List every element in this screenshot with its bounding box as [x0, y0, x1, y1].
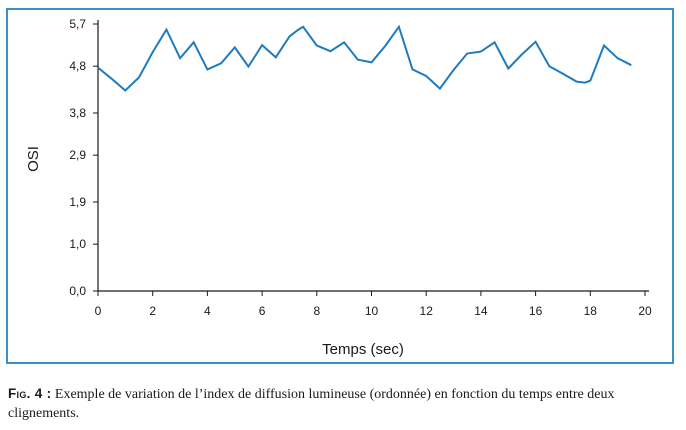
y-tick-label: 2,9 — [69, 148, 86, 162]
caption-text: Exemple de variation de l’index de diffu… — [8, 387, 615, 421]
caption-label: Fig. 4 : — [8, 386, 52, 401]
x-tick-label: 8 — [313, 304, 320, 318]
x-tick-label: 16 — [529, 304, 543, 318]
x-tick-label: 10 — [365, 304, 379, 318]
y-axis-title: OSI — [25, 146, 42, 172]
y-tick-label: 1,0 — [69, 237, 86, 251]
x-tick-label: 12 — [420, 304, 434, 318]
x-axis-ticks: 0 2 4 6 8 10 12 14 16 18 20 — [95, 291, 652, 318]
y-tick-label: 3,8 — [69, 106, 86, 120]
y-tick-label: 5,7 — [69, 17, 86, 31]
y-tick-label: 1,9 — [69, 195, 86, 209]
x-axis-title: Temps (sec) — [322, 341, 404, 358]
series-line — [97, 24, 632, 92]
x-tick-label: 4 — [204, 304, 211, 318]
figure-caption: Fig. 4 : Exemple de variation de l’index… — [8, 384, 676, 423]
line-chart: 0 2 4 6 8 10 12 14 16 18 20 0,01,01,92,93,84,85,7 … — [25, 17, 652, 358]
x-tick-label: 6 — [259, 304, 266, 318]
x-tick-label: 2 — [149, 304, 156, 318]
x-tick-label: 20 — [638, 304, 652, 318]
series-layer — [97, 24, 632, 92]
y-tick-label: 4,8 — [69, 59, 86, 73]
y-tick-label: 0,0 — [69, 284, 86, 298]
x-tick-label: 14 — [474, 304, 488, 318]
x-tick-label: 18 — [584, 304, 598, 318]
x-tick-label: 0 — [95, 304, 102, 318]
y-axis-ticks: 0,0 1,0 1,9 2,9 3,8 4,8 5,7 — [69, 17, 98, 298]
figure-frame — [6, 8, 674, 364]
